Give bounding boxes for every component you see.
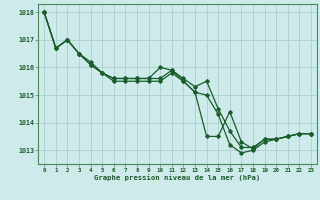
X-axis label: Graphe pression niveau de la mer (hPa): Graphe pression niveau de la mer (hPa) [94, 175, 261, 181]
